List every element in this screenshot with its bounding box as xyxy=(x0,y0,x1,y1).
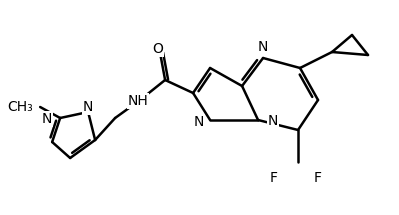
Text: N: N xyxy=(83,100,93,114)
Text: F: F xyxy=(314,171,322,185)
Text: N: N xyxy=(268,114,279,128)
Text: NH: NH xyxy=(127,94,148,108)
Text: N: N xyxy=(258,40,268,54)
Text: CH₃: CH₃ xyxy=(8,100,33,114)
Text: F: F xyxy=(270,171,278,185)
Text: N: N xyxy=(42,112,52,126)
Text: N: N xyxy=(194,115,204,129)
Text: O: O xyxy=(153,42,164,56)
